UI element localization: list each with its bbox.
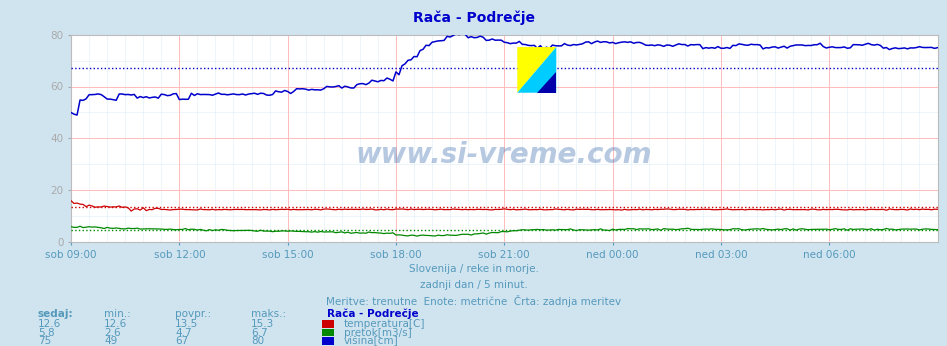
Text: 13.5: 13.5 (175, 319, 199, 329)
Text: Slovenija / reke in morje.: Slovenija / reke in morje. (408, 264, 539, 274)
Text: maks.:: maks.: (251, 309, 286, 319)
Text: Rača - Podrečje: Rača - Podrečje (327, 308, 419, 319)
Text: višina[cm]: višina[cm] (344, 336, 399, 346)
Text: pretok[m3/s]: pretok[m3/s] (344, 328, 412, 338)
Text: 12.6: 12.6 (104, 319, 128, 329)
Text: 75: 75 (38, 336, 51, 346)
Text: 5.8: 5.8 (38, 328, 55, 338)
Text: 15.3: 15.3 (251, 319, 275, 329)
Text: 2.6: 2.6 (104, 328, 121, 338)
Text: 67: 67 (175, 336, 188, 346)
Text: 6.7: 6.7 (251, 328, 268, 338)
Text: www.si-vreme.com: www.si-vreme.com (356, 141, 652, 169)
Text: sedaj:: sedaj: (38, 309, 74, 319)
Text: Meritve: trenutne  Enote: metrične  Črta: zadnja meritev: Meritve: trenutne Enote: metrične Črta: … (326, 295, 621, 307)
Text: 12.6: 12.6 (38, 319, 62, 329)
Text: min.:: min.: (104, 309, 131, 319)
Text: 80: 80 (251, 336, 264, 346)
Text: Rača - Podrečje: Rača - Podrečje (413, 10, 534, 25)
Text: temperatura[C]: temperatura[C] (344, 319, 425, 329)
Text: zadnji dan / 5 minut.: zadnji dan / 5 minut. (420, 280, 527, 290)
Text: 49: 49 (104, 336, 117, 346)
Text: povpr.:: povpr.: (175, 309, 211, 319)
Text: 4.7: 4.7 (175, 328, 192, 338)
